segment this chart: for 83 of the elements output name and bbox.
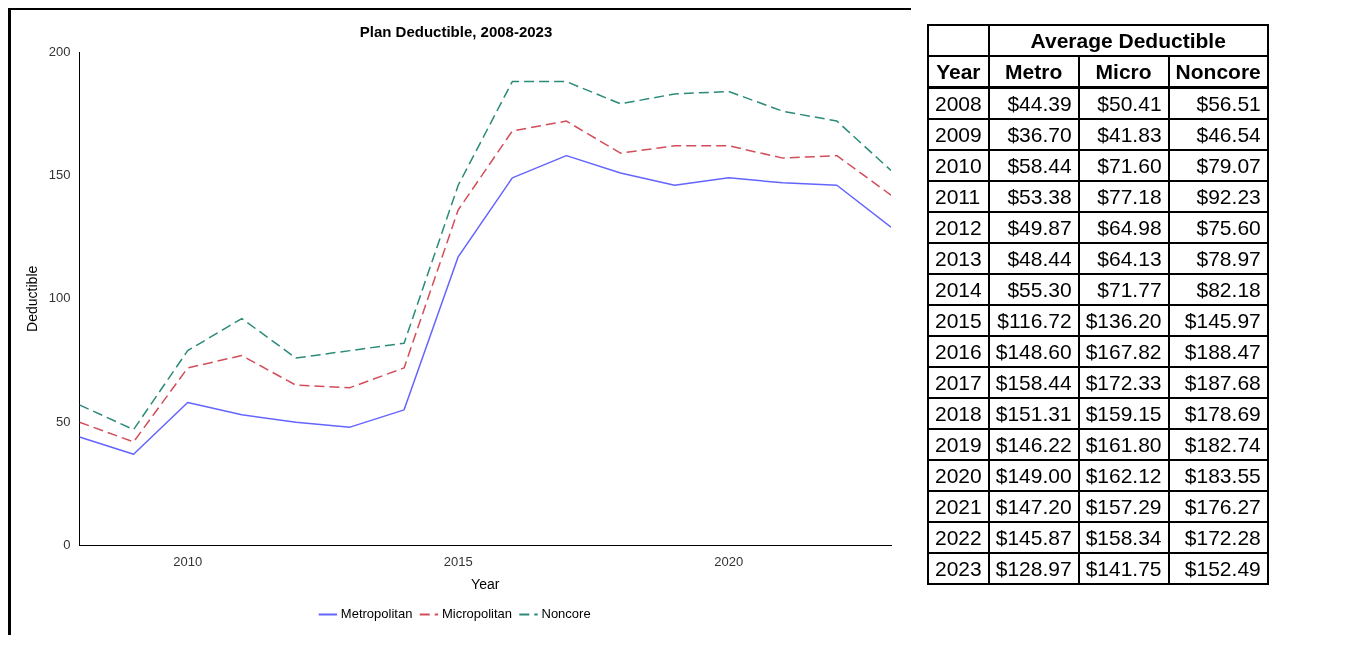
- legend-label: Noncore: [541, 606, 591, 622]
- data-label: $53.38: [988, 181, 1079, 212]
- data-label: $64.13: [1078, 243, 1169, 274]
- data-label: $162.12: [1078, 460, 1169, 491]
- data-label: $158.34: [1078, 522, 1169, 553]
- x-tick-label: Noncore: [1168, 56, 1268, 88]
- y-tick-label: 2011: [928, 181, 989, 212]
- y-tick-label: 2015: [928, 305, 989, 336]
- x-axis-title: Year: [471, 576, 500, 593]
- data-label: $172.28: [1168, 522, 1268, 553]
- data-label: $136.20: [1078, 305, 1169, 336]
- data-label: $71.77: [1078, 274, 1169, 305]
- data-label: $141.75: [1078, 553, 1169, 584]
- data-label: $50.41: [1078, 87, 1169, 119]
- data-label: $152.49: [1168, 553, 1268, 584]
- y-tick-label: 2010: [928, 150, 989, 181]
- data-label: $147.20: [988, 491, 1079, 522]
- y-tick-label: 0: [63, 537, 71, 553]
- y-tick-label: 2022: [928, 522, 989, 553]
- data-label: $182.74: [1168, 429, 1268, 460]
- data-label: $148.60: [988, 336, 1079, 367]
- y-tick-label: 2008: [928, 87, 989, 119]
- chart-title: Plan Deductible, 2008-2023: [359, 23, 553, 41]
- y-tick-label: 2014: [928, 274, 989, 305]
- data-label: $56.51: [1168, 87, 1268, 119]
- data-label: $64.98: [1078, 212, 1169, 243]
- y-tick-label: 2016: [928, 336, 989, 367]
- data-label: $159.15: [1078, 398, 1169, 429]
- y-tick-label: 2012: [928, 212, 989, 243]
- data-label: $158.44: [988, 367, 1079, 398]
- data-label: $151.31: [988, 398, 1079, 429]
- x-tick-label: 2020: [714, 553, 744, 569]
- data-label: $167.82: [1078, 336, 1169, 367]
- data-label: $145.87: [988, 522, 1079, 553]
- y-tick-label: 2013: [928, 243, 989, 274]
- data-label: $176.27: [1168, 491, 1268, 522]
- data-label: $71.60: [1078, 150, 1169, 181]
- x-tick-label: Micro: [1078, 56, 1169, 88]
- data-label: $78.97: [1168, 243, 1268, 274]
- y-tick-label: 2021: [928, 491, 989, 522]
- data-label: $58.44: [988, 150, 1079, 181]
- y-tick-label: 2009: [928, 119, 989, 150]
- x-tick-label: 2015: [443, 553, 473, 569]
- data-label: $75.60: [1168, 212, 1268, 243]
- y-tick-label: 2017: [928, 367, 989, 398]
- data-label: $55.30: [988, 274, 1079, 305]
- data-label: $149.00: [988, 460, 1079, 491]
- data-label: $183.55: [1168, 460, 1268, 491]
- data-label: $48.44: [988, 243, 1079, 274]
- data-label: $41.83: [1078, 119, 1169, 150]
- data-label: $92.23: [1168, 181, 1268, 212]
- data-label: $157.29: [1078, 491, 1169, 522]
- data-label: $82.18: [1168, 274, 1268, 305]
- chart-title: Average Deductible: [988, 25, 1268, 56]
- data-label: $116.72: [988, 305, 1079, 336]
- legend-label: Micropolitan: [441, 606, 512, 622]
- y-tick-label: 150: [48, 166, 71, 182]
- data-label: $46.54: [1168, 119, 1268, 150]
- y-tick-label: 100: [48, 290, 71, 306]
- data-label: $77.18: [1078, 181, 1169, 212]
- y-tick-label: 50: [56, 413, 71, 429]
- y-tick-label: 2018: [928, 398, 989, 429]
- data-label: $145.97: [1168, 305, 1268, 336]
- data-label: $172.33: [1078, 367, 1169, 398]
- y-axis-title: Year: [928, 56, 989, 88]
- data-label: $79.07: [1168, 150, 1268, 181]
- y-tick-label: 2020: [928, 460, 989, 491]
- legend-label: Metropolitan: [340, 606, 413, 622]
- y-tick-label: 2023: [928, 553, 989, 584]
- y-tick-label: 200: [48, 43, 71, 59]
- data-label: $49.87: [988, 212, 1079, 243]
- y-tick-label: 2019: [928, 429, 989, 460]
- data-label: $178.69: [1168, 398, 1268, 429]
- x-tick-label: 2010: [173, 553, 203, 569]
- data-label: $128.97: [988, 553, 1079, 584]
- x-tick-label: Metro: [988, 56, 1079, 88]
- y-axis-title: Deductible: [24, 265, 41, 332]
- data-label: $187.68: [1168, 367, 1268, 398]
- data-label: $44.39: [988, 87, 1079, 119]
- data-label: $161.80: [1078, 429, 1169, 460]
- data-label: $146.22: [988, 429, 1079, 460]
- data-label: $188.47: [1168, 336, 1268, 367]
- data-label: $36.70: [988, 119, 1079, 150]
